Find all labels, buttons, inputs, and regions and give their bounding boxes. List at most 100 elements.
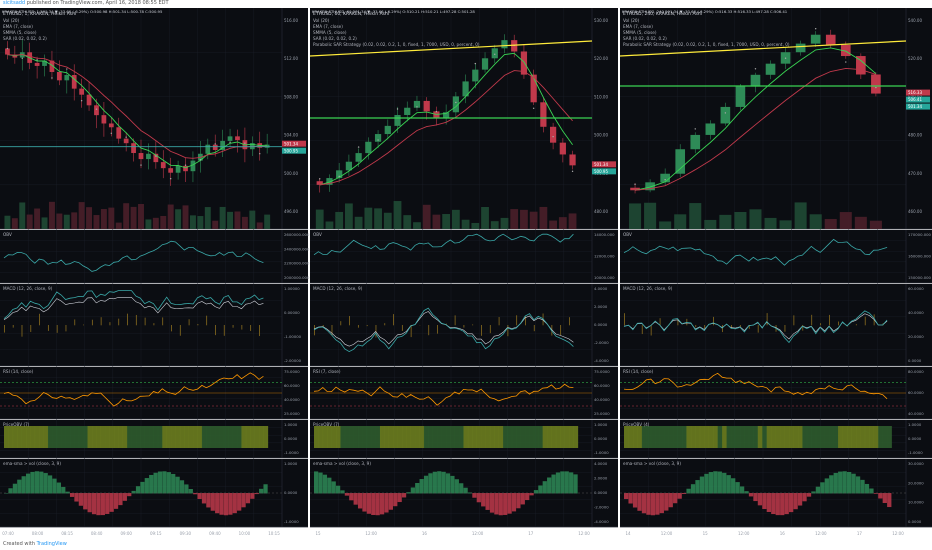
price-tick: 512.00: [284, 56, 298, 61]
indicator-tick: 2.0000: [594, 476, 608, 481]
publish-line: sicitsadd published on TradingView.com, …: [3, 0, 169, 6]
macd-hist-bar: [855, 324, 857, 326]
priceobv-block: [555, 426, 561, 448]
macd-hist-bar: [135, 314, 137, 326]
smma-line: [7, 54, 268, 159]
priceobv-block: [699, 426, 705, 448]
symbol-line: KRAKEN:ETHUSD, 240 501.34 ▼ -33.66 (-6.2…: [622, 9, 788, 14]
indicator-tick: 75.0000: [284, 369, 300, 374]
ema-sma-bar: [441, 471, 446, 494]
priceobv-block: [149, 426, 154, 448]
priceobv-block: [87, 426, 93, 448]
priceobv-block: [829, 426, 834, 448]
priceobv-block: [887, 426, 892, 448]
volume-bar: [241, 216, 248, 229]
volume-bar: [422, 204, 431, 229]
ema-sma-bar: [887, 493, 892, 508]
volume-bar: [212, 220, 219, 229]
indicator-tick: 0.0000: [594, 436, 608, 441]
indicator-tick: 60.0000: [594, 383, 610, 388]
time-tick: 09:30: [180, 531, 192, 536]
price-label: 501.34: [908, 104, 922, 109]
price-tick: 520.00: [908, 56, 922, 61]
ema-sma-bar: [538, 485, 543, 494]
indicator-tick: 1.0000: [284, 461, 298, 466]
volume-bar: [629, 203, 642, 229]
author-link[interactable]: sicitsadd: [3, 0, 26, 6]
ema-sma-bar: [223, 493, 229, 516]
macd-hist-bar: [757, 325, 759, 333]
volume-bar: [197, 216, 204, 229]
candle: [220, 140, 226, 150]
volume-bar: [854, 216, 867, 229]
ema-sma-bar: [366, 493, 371, 514]
credit-line: Created with TradingView: [3, 541, 67, 547]
ema-sma-bar: [802, 493, 807, 502]
candle: [64, 75, 70, 81]
indicator-title: ema-sma > vol (close, 3, 9): [313, 461, 371, 466]
macd-hist-bar: [21, 325, 23, 337]
volume-bar: [115, 222, 122, 229]
macd-hist-bar: [215, 325, 216, 336]
indicator-title: MACD (12, 26, close, 9): [623, 286, 673, 291]
volume-bar: [264, 214, 271, 229]
priceobv-block: [855, 426, 861, 448]
ema-sma-bar: [8, 488, 13, 494]
priceobv-block: [366, 426, 372, 448]
candle: [501, 40, 508, 49]
macd-hist-bar: [820, 323, 822, 326]
priceobv-block: [637, 426, 643, 448]
macd-hist-bar: [322, 325, 324, 327]
volume-bar: [11, 218, 18, 229]
ema-sma-bar: [686, 488, 691, 494]
ema-sma-bar: [806, 493, 812, 497]
ema-sma-bar: [485, 493, 490, 510]
tradingview-link[interactable]: TradingView: [36, 541, 67, 547]
macd-hist-bar: [30, 325, 32, 332]
ema-sma-bar: [708, 472, 714, 494]
ema-sma-bar: [481, 493, 486, 507]
volume-bar: [558, 217, 567, 229]
candle: [86, 94, 92, 106]
sar-dot: [140, 164, 142, 166]
priceobv-block: [507, 426, 513, 448]
sar-dot: [845, 61, 847, 63]
volume-bar: [175, 209, 182, 229]
macd-hist-bar: [650, 325, 652, 336]
time-tick: 15: [315, 531, 321, 536]
ema-sma-bar: [419, 479, 424, 494]
ema-sma-bar: [47, 475, 53, 494]
price-label-bg: [906, 96, 930, 103]
ema-sma-bar: [507, 493, 512, 514]
ema-sma-bar: [824, 478, 829, 494]
indicator-tick: 60.0000: [284, 383, 300, 388]
candle: [153, 153, 159, 163]
ema-sma-bar: [362, 493, 367, 512]
volume-bar: [383, 212, 392, 229]
macd-hist-bar: [349, 315, 350, 326]
priceobv-block: [659, 426, 665, 448]
candle: [856, 56, 866, 75]
legend-entry: SMMA (5, close): [3, 30, 37, 35]
ema-sma-bar: [201, 493, 207, 504]
indicator-tick: 150000.000: [908, 275, 932, 280]
ema-sma-bar: [166, 472, 171, 494]
macd-signal-line: [3, 297, 264, 321]
macd-hist-bar: [357, 325, 359, 328]
priceobv-block: [624, 426, 629, 448]
candle: [394, 114, 401, 126]
indicator-tick: 25.0000: [284, 411, 300, 416]
priceobv-block: [569, 426, 574, 448]
ema-sma-bar: [232, 493, 237, 514]
priceobv-block: [838, 426, 843, 448]
indicator-line: [313, 307, 574, 353]
ema-sma-bar: [43, 473, 48, 494]
priceobv-block: [757, 426, 763, 448]
macd-hist-bar: [489, 325, 491, 334]
indicator-tick: 0.0000: [284, 436, 298, 441]
indicator-tick: -1.0000: [908, 450, 923, 455]
volume-bar: [779, 220, 792, 229]
ema-sma-bar: [815, 486, 821, 494]
ema-sma-bar: [784, 493, 789, 515]
volume-bar: [182, 205, 189, 229]
